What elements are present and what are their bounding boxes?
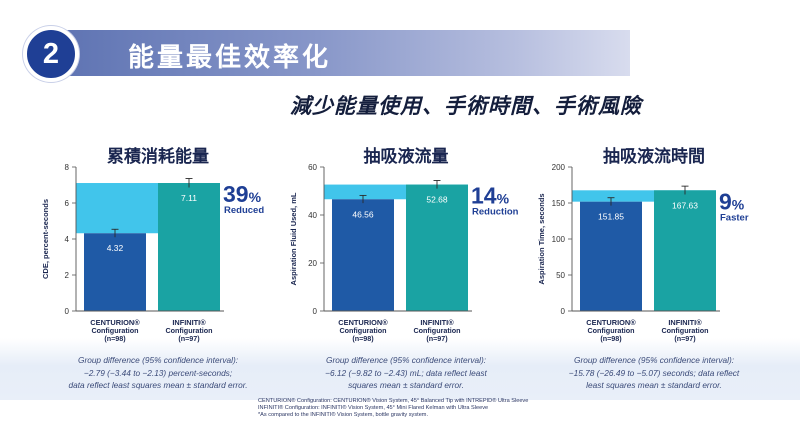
difference-band xyxy=(572,190,716,202)
chart-title: 抽吸液流量 xyxy=(363,147,449,166)
note-line: squares mean ± standard error. xyxy=(348,380,464,390)
percent-word: Reduction xyxy=(472,207,519,218)
note-line: least squares mean ± standard error. xyxy=(586,380,722,390)
category-label: INFINITI® xyxy=(668,318,702,327)
data-label: 52.68 xyxy=(426,195,448,205)
chart-title: 抽吸液流時間 xyxy=(603,147,705,166)
chart-aspiration-fluid: 抽吸液流量 Aspiration Fluid Used, mL 0 20 40 60 46… xyxy=(276,140,536,400)
percent-value: 9 xyxy=(719,188,732,214)
y-tick-label: 4 xyxy=(65,235,70,244)
bar-centurion xyxy=(332,199,394,311)
bar-infiniti xyxy=(406,184,468,311)
y-tick-label: 8 xyxy=(65,163,70,172)
category-label: Configuration xyxy=(91,326,138,335)
y-axis-label: Aspiration Time, seconds xyxy=(537,193,546,284)
note-line: −2.79 (−3.44 to −2.13) percent-seconds; xyxy=(83,367,233,378)
y-tick-label: 60 xyxy=(308,163,317,172)
note-line: Group difference (95% confidence interva… xyxy=(325,355,487,365)
category-label: Configuration xyxy=(413,326,460,335)
y-tick-label: 40 xyxy=(308,211,317,220)
y-axis-label: Aspiration Fluid Used, mL xyxy=(289,192,298,285)
percent-word: Faster xyxy=(720,212,749,223)
note-line: Group difference (95% confidence interva… xyxy=(77,355,239,365)
note-line: Group difference (95% confidence interva… xyxy=(573,355,735,365)
chart-plot: Aspiration Fluid Used, mL 0 20 40 60 46.56 CEN… xyxy=(289,163,519,343)
page-title: 能量最佳效率化 xyxy=(128,42,332,72)
bar-centurion xyxy=(580,201,642,311)
percent-word: Reduced xyxy=(224,205,264,216)
percent-sign: % xyxy=(249,189,262,205)
category-label: Configuration xyxy=(339,326,386,335)
note-line: −6.12 (−9.82 to −2.43) mL; data reflect … xyxy=(325,367,487,378)
bar-centurion xyxy=(84,233,146,311)
y-tick-label: 0 xyxy=(313,307,318,316)
category-label: (n=98) xyxy=(600,334,622,343)
category-label: (n=97) xyxy=(178,334,200,343)
group-difference-note: Group difference (95% confidence interva… xyxy=(276,354,536,392)
page-subtitle: 減少能量使用、手術時間、手術風險 xyxy=(290,95,642,118)
chart-title: 累積消耗能量 xyxy=(107,147,209,166)
category-label: INFINITI® xyxy=(172,318,206,327)
bar-infiniti xyxy=(158,183,220,311)
note-line: −15.78 (−26.49 to −5.07) seconds; data r… xyxy=(568,367,740,378)
data-label: 151.85 xyxy=(598,212,624,222)
percent-value: 14 xyxy=(471,183,497,209)
y-tick-label: 50 xyxy=(556,271,565,280)
y-tick-label: 200 xyxy=(552,163,566,172)
category-label: CENTURION® xyxy=(90,318,140,327)
y-tick-label: 2 xyxy=(65,271,70,280)
y-tick-label: 20 xyxy=(308,259,317,268)
data-label: 167.63 xyxy=(672,200,698,210)
y-tick-label: 150 xyxy=(552,199,566,208)
y-tick-label: 6 xyxy=(65,199,70,208)
category-label: INFINITI® xyxy=(420,318,454,327)
step-number-badge: 2 xyxy=(23,26,79,82)
data-label: 4.32 xyxy=(107,243,124,253)
chart-plot: CDE, percent-seconds024684.32CENTURION®C… xyxy=(41,163,264,343)
y-axis-label: CDE, percent-seconds xyxy=(41,199,50,279)
footnote: INFINITI® Configuration: INFINITI® Visio… xyxy=(258,405,489,412)
category-label: Configuration xyxy=(587,326,634,335)
group-difference-note: Group difference (95% confidence interva… xyxy=(524,354,784,392)
category-label: Configuration xyxy=(661,326,708,335)
footnote: CENTURION® Configuration: CENTURION® Vis… xyxy=(258,398,529,404)
category-label: (n=98) xyxy=(104,334,126,343)
percent-sign: % xyxy=(732,196,745,212)
bar-infiniti xyxy=(654,190,716,311)
header-band xyxy=(64,30,630,76)
percent-sign: % xyxy=(497,191,510,207)
data-label: 46.56 xyxy=(352,209,374,219)
category-label: CENTURION® xyxy=(338,318,388,327)
y-tick-label: 100 xyxy=(552,235,566,244)
category-label: CENTURION® xyxy=(586,318,636,327)
percent-value: 39 xyxy=(223,181,249,207)
chart-plot: Aspiration Time, seconds 0 50 100 150 200 151.… xyxy=(537,163,749,343)
data-label: 7.11 xyxy=(181,193,197,203)
category-label: (n=98) xyxy=(352,334,374,343)
y-tick-label: 0 xyxy=(65,307,70,316)
notes-background xyxy=(0,338,800,400)
group-difference-note: Group difference (95% confidence interva… xyxy=(28,354,288,392)
footnote: *As compared to the INFINITI® Vision Sys… xyxy=(258,412,429,419)
chart-aspiration-time: 抽吸液流時間 Aspiration Time, seconds 0 50 100 150… xyxy=(524,140,784,400)
category-label: (n=97) xyxy=(674,334,696,343)
category-label: (n=97) xyxy=(426,334,448,343)
footnotes: CENTURION® Configuration: CENTURION® Vis… xyxy=(258,398,528,420)
y-tick-label: 0 xyxy=(561,307,566,316)
note-line: data reflect least squares mean ± standa… xyxy=(68,380,248,390)
category-label: Configuration xyxy=(165,326,212,335)
chart-cde: 累積消耗能量 CDE, percent-seconds 0 2 4 6 8 4.32 CENT… xyxy=(28,140,288,400)
